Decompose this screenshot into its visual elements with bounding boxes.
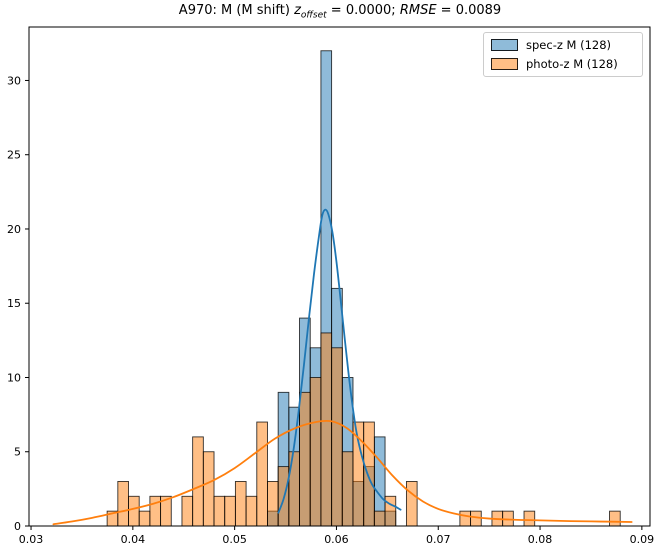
legend-label-spec-z: spec-z M (128) (526, 38, 612, 52)
title-zoffset-value: = 0.0000; (326, 3, 400, 18)
photo-z-bar (309, 377, 322, 527)
photo-z-bar (459, 510, 472, 527)
photo-z-bar (234, 480, 247, 527)
photo-z-bar (149, 495, 162, 527)
y-tick-label: 25 (7, 149, 21, 162)
x-tick-label: 0.04 (121, 533, 146, 546)
photo-z-bar (213, 495, 226, 527)
photo-z-bar (373, 510, 386, 527)
photo-z-bar (117, 480, 129, 527)
y-tick-label: 10 (7, 371, 21, 384)
photo-z-bar (138, 510, 151, 527)
photo-z-bar (341, 451, 354, 527)
x-tick-label: 0.05 (222, 533, 247, 546)
photo-z-bar (384, 495, 397, 527)
photo-z-bar (256, 421, 268, 527)
photo-z-bar (245, 495, 258, 527)
title-z-subscript: offset (300, 10, 327, 21)
title-rmse-value: = 0.0089 (436, 3, 502, 18)
legend-box: spec-z M (128) photo-z M (128) (483, 32, 643, 77)
photo-z-bar (288, 451, 300, 527)
photo-z-bar (181, 495, 194, 527)
x-tick-label: 0.07 (426, 533, 451, 546)
photo-z-kde-curve (52, 419, 633, 526)
title-rmse-label: RMSE (399, 3, 437, 18)
photo-z-bar (363, 421, 375, 527)
photo-z-bar (267, 480, 279, 527)
photo-z-bar (128, 495, 140, 527)
spec-z-kde-curve (277, 208, 402, 514)
x-tick-label: 0.06 (324, 533, 349, 546)
photo-z-bar (609, 510, 621, 527)
photo-z-bar (523, 510, 536, 527)
x-tick-label: 0.09 (630, 533, 655, 546)
x-tick-label: 0.03 (19, 533, 44, 546)
plot-border (28, 26, 651, 527)
y-tick-label: 0 (14, 520, 21, 533)
x-tick-label: 0.08 (528, 533, 553, 546)
photo-z-bar (299, 391, 311, 527)
spec-z-swatch (491, 39, 518, 51)
y-tick-label: 5 (14, 446, 21, 459)
legend-item-photo-z: photo-z M (128) (491, 57, 635, 71)
y-tick-label: 30 (7, 74, 21, 87)
y-tick-label: 20 (7, 223, 21, 236)
photo-z-swatch (491, 58, 518, 70)
title-prefix: A970: M (M shift) (178, 3, 295, 18)
legend-item-spec-z: spec-z M (128) (491, 38, 635, 52)
photo-z-bar (331, 347, 343, 527)
title-z-variable: z (294, 3, 301, 18)
y-tick-label: 15 (7, 297, 21, 310)
photo-z-bar (405, 480, 418, 527)
photo-z-bar (202, 451, 215, 527)
photo-z-bar (320, 332, 333, 527)
legend-label-photo-z: photo-z M (128) (526, 57, 618, 71)
photo-z-bar (192, 436, 204, 527)
photo-z-bar (224, 495, 236, 527)
chart-title: A970: M (M shift) zoffset = 0.0000; RMSE… (0, 3, 655, 21)
